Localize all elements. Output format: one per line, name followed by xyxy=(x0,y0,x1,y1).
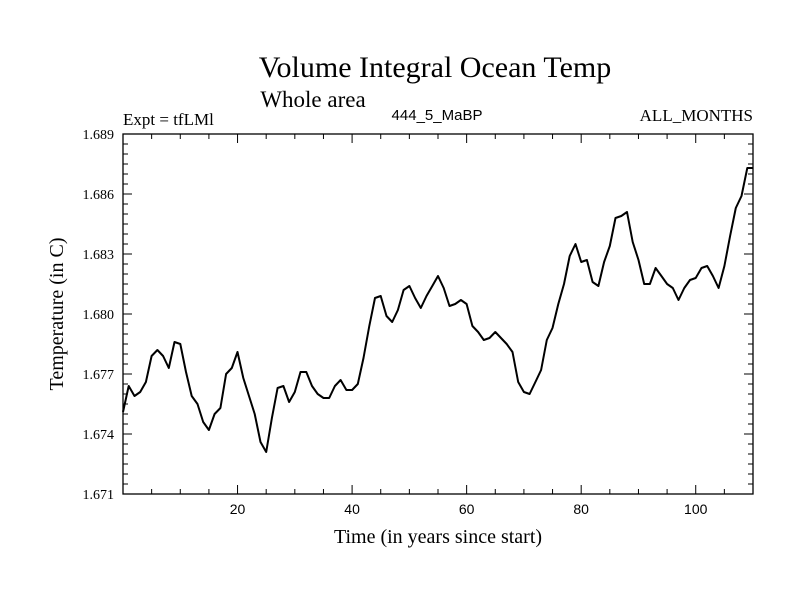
x-tick-label: 100 xyxy=(684,501,708,517)
x-tick-label: 40 xyxy=(344,501,360,517)
series-group xyxy=(122,167,753,453)
series-line xyxy=(122,167,753,453)
chart-title: Volume Integral Ocean Temp xyxy=(259,51,612,84)
y-axis-label: Temperature (in C) xyxy=(46,238,68,391)
x-tick-label: 20 xyxy=(230,501,246,517)
axes xyxy=(122,133,754,495)
x-tick-label: 80 xyxy=(573,501,589,517)
y-tick-label: 1.671 xyxy=(83,488,115,503)
x-axis-ticks: 20 40 60 80 100 xyxy=(151,134,725,517)
y-tick-label: 1.680 xyxy=(83,308,115,323)
y-tick-label: 1.683 xyxy=(83,248,115,263)
months-label: ALL_MONTHS xyxy=(640,106,753,125)
run-label: 444_5_MaBP xyxy=(392,107,483,124)
y-tick-label: 1.677 xyxy=(83,368,115,383)
chart-subtitle: Whole area xyxy=(260,87,365,112)
y-tick-label: 1.674 xyxy=(83,428,115,443)
x-tick-label: 60 xyxy=(459,501,475,517)
experiment-label: Expt = tfLMl xyxy=(123,110,214,129)
plot-frame xyxy=(122,133,754,495)
y-tick-label: 1.689 xyxy=(83,128,115,143)
y-tick-label: 1.686 xyxy=(83,188,115,203)
y-axis-ticks: 1.671 1.674 1.677 1.680 1.683 1.686 1.689 xyxy=(83,128,753,503)
x-axis-label: Time (in years since start) xyxy=(334,526,542,548)
